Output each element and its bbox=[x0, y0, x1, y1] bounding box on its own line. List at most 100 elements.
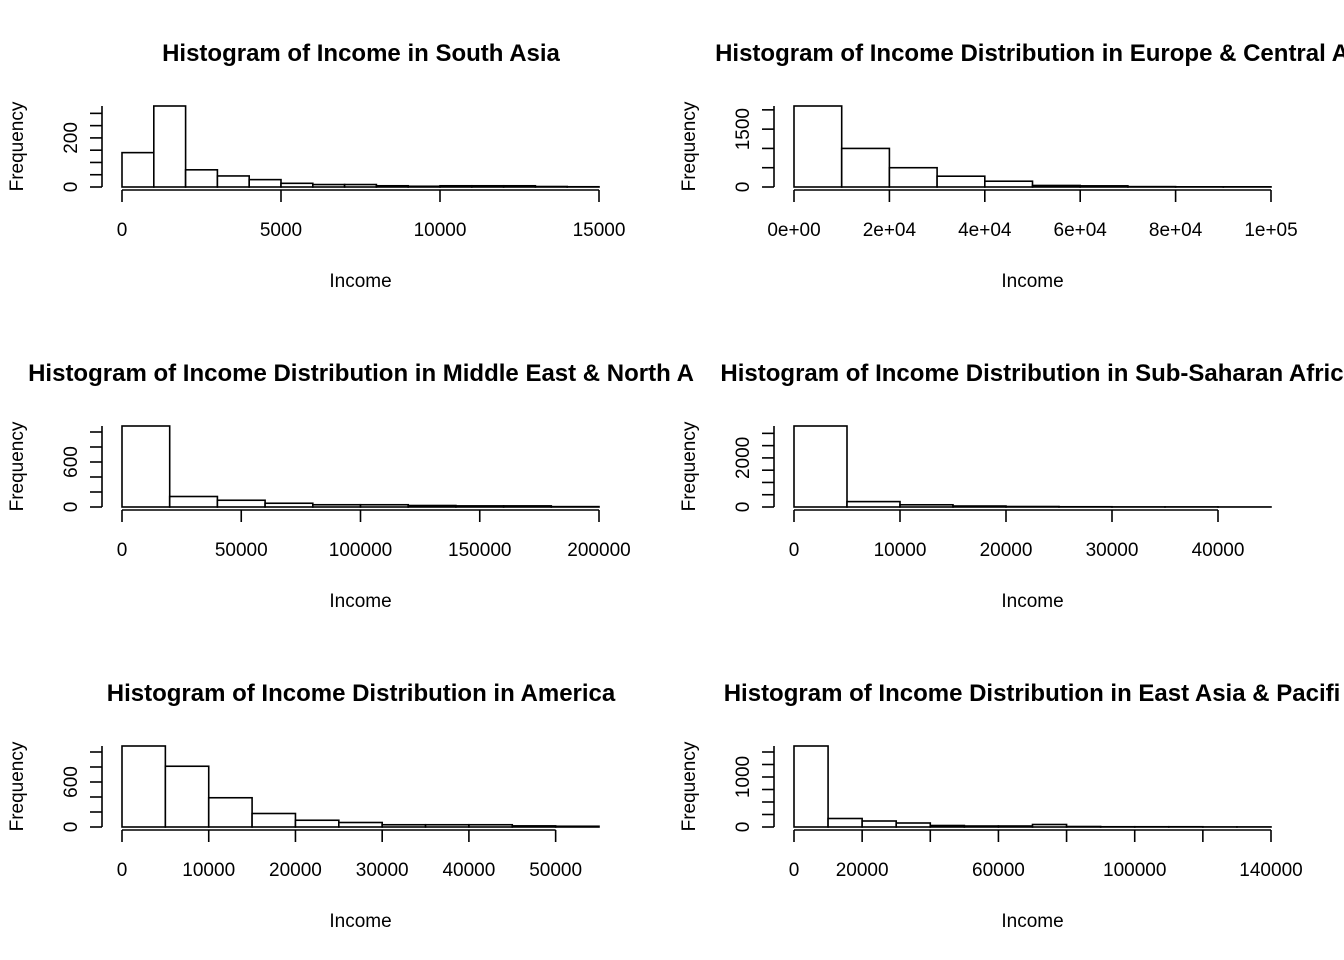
histogram-bar bbox=[280, 182, 314, 188]
histogram-bar bbox=[899, 503, 954, 508]
histogram-bar bbox=[381, 823, 427, 828]
histogram-bar bbox=[554, 825, 600, 828]
x-tick-label: 140000 bbox=[1239, 860, 1302, 881]
histogram-bar bbox=[963, 825, 1000, 828]
y-tick-label: 600 bbox=[61, 766, 82, 798]
histogram-panel: Histogram of Income Distribution in Sub-… bbox=[679, 360, 1344, 612]
y-axis-label: Frequency bbox=[7, 101, 28, 191]
chart-title: Histogram of Income Distribution in Euro… bbox=[715, 40, 1344, 67]
chart-title: Histogram of Income Distribution in Amer… bbox=[107, 680, 616, 707]
y-tick-label: 0 bbox=[733, 822, 754, 833]
histogram-bar bbox=[164, 765, 210, 828]
y-axis-label: Frequency bbox=[7, 421, 28, 511]
histogram-bar bbox=[502, 184, 537, 188]
y-axis-label: Frequency bbox=[679, 741, 700, 831]
x-axis-label: Income bbox=[329, 911, 391, 932]
x-tick-label: 30000 bbox=[1086, 540, 1139, 561]
x-tick-label: 10000 bbox=[874, 540, 927, 561]
y-tick-label: 0 bbox=[61, 822, 82, 833]
x-tick-label: 8e+04 bbox=[1149, 220, 1203, 241]
x-tick-label: 10000 bbox=[414, 220, 467, 241]
histogram-bar bbox=[511, 825, 557, 828]
histogram-bar bbox=[168, 495, 219, 508]
histogram-bar bbox=[1031, 823, 1068, 828]
x-tick-label: 0 bbox=[117, 220, 128, 241]
x-tick-label: 0 bbox=[789, 540, 800, 561]
histogram-bar bbox=[338, 821, 383, 828]
x-tick-label: 100000 bbox=[1103, 860, 1166, 881]
y-tick-label: 1000 bbox=[733, 756, 754, 798]
histogram-bar bbox=[407, 504, 457, 508]
histogram-bar bbox=[1065, 825, 1102, 828]
x-tick-label: 50000 bbox=[529, 860, 582, 881]
histogram-bar bbox=[861, 820, 898, 828]
x-tick-label: 30000 bbox=[356, 860, 409, 881]
chart-title: Histogram of Income Distribution in Midd… bbox=[28, 360, 694, 387]
x-tick-label: 20000 bbox=[269, 860, 322, 881]
histogram-bar bbox=[311, 183, 346, 188]
histogram-bar bbox=[895, 822, 932, 828]
y-tick-label: 1500 bbox=[733, 108, 754, 150]
chart-title: Histogram of Income Distribution in Sub-… bbox=[720, 360, 1343, 387]
x-tick-label: 5000 bbox=[260, 220, 302, 241]
x-tick-label: 0e+00 bbox=[767, 220, 820, 241]
histogram-panel: Histogram of Income Distribution in Euro… bbox=[679, 40, 1344, 292]
histogram-bar bbox=[936, 175, 986, 188]
y-tick-label: 0 bbox=[733, 502, 754, 513]
histogram-panel: Histogram of Income Distribution in Amer… bbox=[7, 680, 616, 932]
x-tick-label: 15000 bbox=[573, 220, 626, 241]
chart-title: Histogram of Income Distribution in East… bbox=[724, 680, 1341, 707]
x-axis-label: Income bbox=[1001, 271, 1063, 292]
histogram-bar bbox=[1079, 185, 1129, 188]
y-axis-label: Frequency bbox=[679, 101, 700, 191]
x-tick-label: 10000 bbox=[182, 860, 235, 881]
histogram-bar bbox=[207, 796, 253, 828]
x-axis-label: Income bbox=[1001, 591, 1063, 612]
histogram-bar bbox=[468, 823, 514, 828]
histogram-bar bbox=[502, 505, 553, 508]
x-tick-label: 4e+04 bbox=[958, 220, 1012, 241]
histogram-bar bbox=[455, 505, 505, 508]
x-tick-label: 2e+04 bbox=[863, 220, 917, 241]
histogram-bar bbox=[929, 824, 966, 828]
histogram-bar bbox=[294, 819, 340, 828]
histogram-panel: Histogram of Income Distribution in Midd… bbox=[7, 360, 694, 612]
histogram-bar bbox=[248, 178, 282, 188]
x-tick-label: 200000 bbox=[567, 540, 630, 561]
x-axis-label: Income bbox=[329, 591, 391, 612]
histogram-bar bbox=[153, 105, 187, 188]
chart-title: Histogram of Income in South Asia bbox=[162, 40, 560, 67]
y-tick-label: 2000 bbox=[733, 437, 754, 479]
histogram-bar bbox=[216, 499, 266, 508]
histogram-bar bbox=[375, 184, 409, 188]
histogram-bar bbox=[264, 502, 314, 508]
histogram-bar bbox=[311, 503, 362, 508]
histogram-bar bbox=[407, 185, 441, 188]
histogram-bar bbox=[359, 503, 410, 508]
histogram-bar bbox=[840, 147, 891, 188]
y-tick-label: 0 bbox=[61, 182, 82, 193]
histogram-bar bbox=[888, 166, 938, 188]
histogram-bar bbox=[1031, 184, 1082, 188]
histogram-bar bbox=[121, 425, 171, 508]
x-tick-label: 40000 bbox=[1192, 540, 1245, 561]
x-tick-label: 20000 bbox=[980, 540, 1033, 561]
y-axis-label: Frequency bbox=[679, 421, 700, 511]
histogram-bar bbox=[343, 183, 378, 188]
x-tick-label: 1e+05 bbox=[1244, 220, 1297, 241]
histogram-bar bbox=[121, 151, 155, 188]
histogram-bar bbox=[793, 745, 829, 828]
x-tick-label: 40000 bbox=[442, 860, 495, 881]
histogram-bar bbox=[793, 105, 843, 188]
histogram-bar bbox=[184, 169, 219, 188]
x-tick-label: 150000 bbox=[448, 540, 511, 561]
y-tick-label: 0 bbox=[733, 182, 754, 193]
x-tick-label: 50000 bbox=[215, 540, 268, 561]
x-tick-label: 20000 bbox=[836, 860, 889, 881]
histogram-bar bbox=[439, 184, 473, 188]
y-tick-label: 0 bbox=[61, 502, 82, 513]
histogram-bar bbox=[216, 175, 250, 188]
histogram-bar bbox=[121, 745, 167, 828]
histogram-bar bbox=[251, 812, 297, 828]
x-tick-label: 60000 bbox=[972, 860, 1025, 881]
